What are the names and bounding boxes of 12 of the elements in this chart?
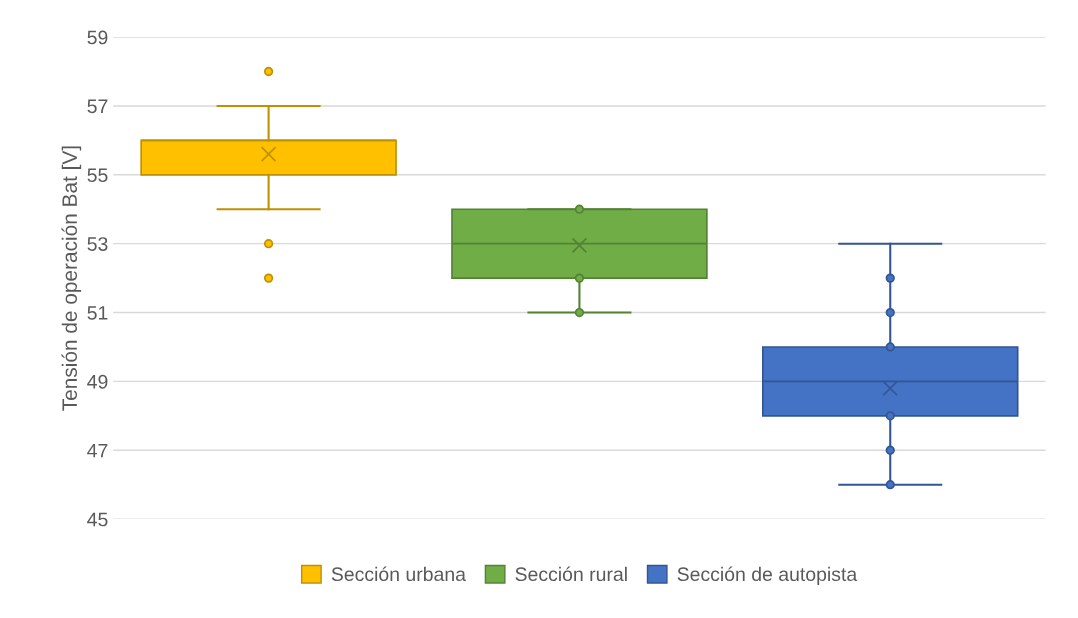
legend-label: Sección urbana: [331, 566, 466, 582]
y-tick-label: 59: [87, 30, 108, 45]
y-tick-label: 47: [87, 443, 108, 458]
y-tick-label: 57: [87, 99, 108, 114]
y-tick-label: 49: [87, 374, 108, 389]
y-axis-title: Tensión de operación Bat [V]: [61, 146, 82, 411]
y-tick-label: 51: [87, 306, 108, 320]
y-tick-label: 55: [87, 168, 108, 183]
y-tick-label: 53: [87, 237, 108, 251]
legend-label: Sección de autopista: [677, 566, 858, 585]
y-tick-label: 45: [87, 512, 108, 527]
legend-label: Sección rural: [515, 566, 627, 582]
